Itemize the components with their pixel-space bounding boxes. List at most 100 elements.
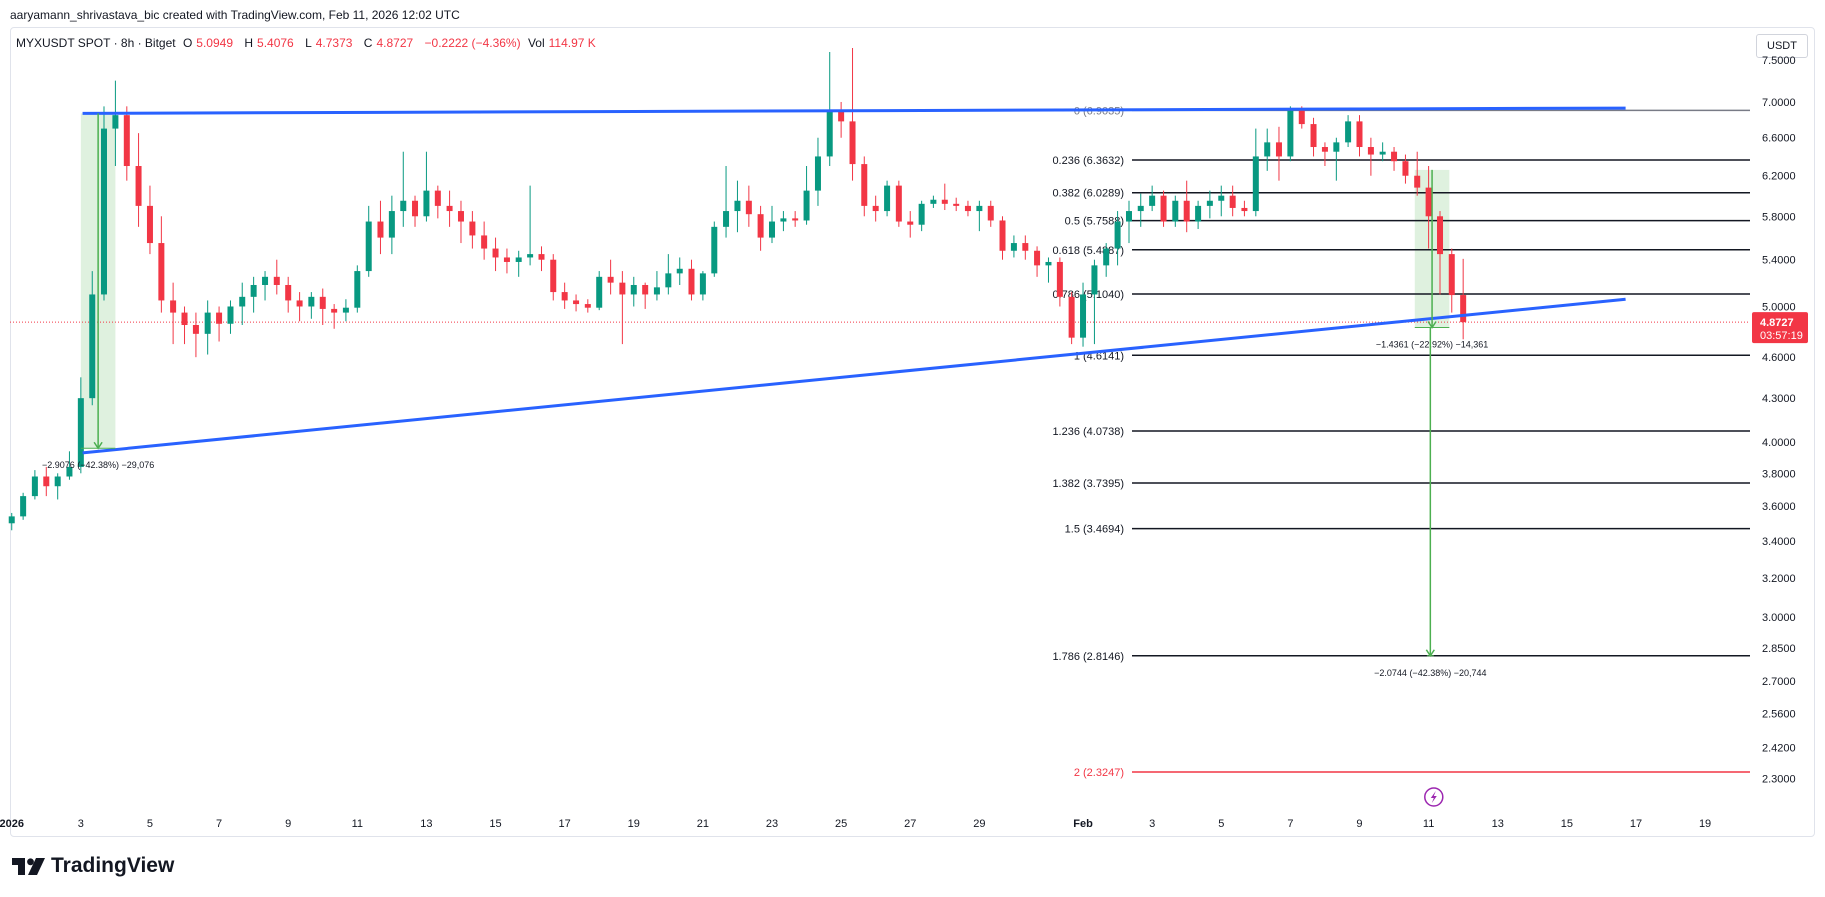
candle-body [907,221,914,225]
candle-body [481,235,488,249]
symbol-info: MYXUSDT SPOT · 8h · Bitget O 5.0949 H 5.40… [16,36,604,50]
y-axis-tick-label: 3.2000 [1762,573,1796,585]
candle-body [895,185,902,222]
candle-body [1345,121,1352,143]
candle-body [527,254,534,258]
measure-label: −1.4361 (−22.92%) −14,361 [1376,340,1488,350]
candle-body [1391,151,1398,162]
candle-body [158,243,165,301]
y-axis-tick-label: 2.7000 [1762,676,1796,688]
candle-body [308,296,315,307]
fib-level-label: 0.236 (6.3632) [1052,155,1124,167]
y-axis-tick-label: 6.6000 [1762,133,1796,145]
candle-body [204,312,211,334]
candle-body [607,276,614,283]
candle-body [1264,142,1271,157]
x-axis-tick-label: 11 [1423,818,1434,830]
candle-body [412,200,419,217]
candle-body [170,300,177,313]
candle-body [1448,254,1455,296]
candle-body [1056,261,1063,297]
candle-body [872,205,879,212]
y-axis-tick-label: 7.0000 [1762,97,1796,109]
x-axis-tick-label: 29 [973,818,985,830]
x-axis-tick-label: 5 [1218,818,1224,830]
candle-body [1425,187,1432,217]
candle-body [1229,195,1236,208]
candle-body [492,248,499,258]
candle-body [630,284,637,295]
candle-body [469,221,476,236]
x-axis-tick-label: 25 [835,818,847,830]
candle-body [285,284,292,301]
candle-body [723,211,730,227]
candle-body [999,220,1006,251]
candle-body [239,296,246,307]
candle-body [43,476,50,487]
candle-body [1241,207,1248,212]
candle-body [296,300,303,307]
candle-body [77,398,84,467]
x-axis-tick-label: 11 [352,818,363,830]
candle-body [699,273,706,295]
candle-body [181,312,188,326]
candle-body [31,476,38,497]
candle-body [734,200,741,212]
x-axis-tick-label: 19 [628,818,640,830]
x-axis-tick-label: 9 [1356,818,1362,830]
candle-body [1333,142,1340,152]
candle-body [1022,243,1029,251]
candle-body [227,306,234,324]
candle-body [780,218,787,222]
change-value: −0.2222 (−4.36%) [424,36,521,50]
candle-body [561,292,568,301]
candle-body [930,199,937,204]
measure-label: −2.9076 (−42.38%) −29,076 [42,460,154,470]
candle-body [619,282,626,295]
candle-body [400,200,407,212]
candle-body [216,312,223,324]
candle-body [745,200,752,215]
fib-level-label: 0.382 (6.0289) [1052,188,1124,200]
candle-body [584,304,591,308]
candle-body [192,325,199,334]
y-axis-tick-label: 5.0000 [1762,301,1796,313]
candle-body [331,308,338,313]
candle-body [66,466,73,477]
candle-body [1460,295,1467,323]
last-price-value: 4.8727 [1760,317,1794,329]
candle-body [1045,261,1052,266]
candle-body [757,214,764,238]
y-axis-tick-label: 3.4000 [1762,536,1796,548]
volume-value: 114.97 K [548,36,596,50]
measure-label: −2.0744 (−42.38%) −20,744 [1374,668,1486,678]
currency-button[interactable]: USDT [1756,34,1808,58]
candle-body [676,268,683,274]
candle-body [987,205,994,221]
tradingview-logo[interactable]: TradingView [12,854,174,878]
candle-body [1172,200,1179,222]
x-axis-tick-label: 3 [1149,818,1155,830]
y-axis-tick-label: 2.4200 [1762,743,1796,755]
candle-body [262,276,269,285]
x-axis-tick-label: 27 [904,818,916,830]
candle-body [1206,200,1213,206]
fib-level-label: 1.786 (2.8146) [1052,651,1124,663]
y-axis-tick-label: 2.3000 [1762,773,1796,785]
chart-panel[interactable] [10,27,1815,837]
y-axis-tick-label: 2.8500 [1762,643,1796,655]
x-axis-tick-label: 13 [1492,818,1504,830]
trendline-upper [82,106,1626,115]
high-label: H [244,36,254,50]
y-axis-tick-label: 5.8000 [1762,211,1796,223]
x-axis-tick-label: 7 [1287,818,1293,830]
symbol-name[interactable]: MYXUSDT SPOT · 8h · Bitget [16,36,176,50]
candle-body [20,496,27,517]
candle-body [54,476,61,487]
candle-body [1356,121,1363,148]
y-axis-tick-label: 4.0000 [1762,437,1796,449]
candle-body [1103,248,1110,266]
candle-body [1402,161,1409,176]
candle-body [1252,156,1259,212]
